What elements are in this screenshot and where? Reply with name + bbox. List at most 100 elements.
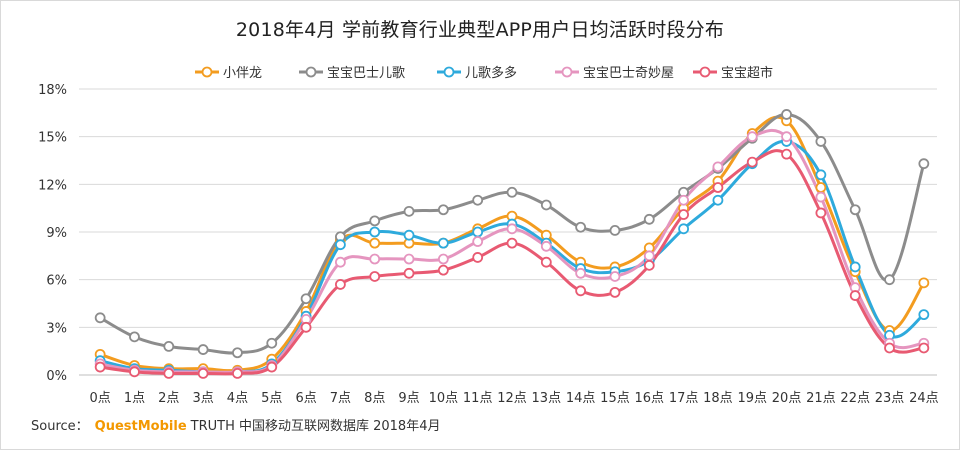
x-tick-label: 10点 [429, 391, 459, 406]
y-tick-label: 18% [38, 83, 67, 98]
series-line [99, 128, 925, 374]
x-tick-label: 24点 [909, 391, 939, 406]
data-point [884, 274, 895, 286]
data-point [678, 194, 689, 206]
x-tick-label: 3点 [192, 391, 213, 406]
data-point [472, 252, 484, 263]
data-point [746, 156, 758, 168]
x-tick-label: 14点 [566, 391, 596, 406]
data-point [437, 204, 449, 216]
x-tick-label: 20点 [772, 391, 802, 406]
source-brand: QuestMobile [94, 419, 187, 434]
x-tick-label: 17点 [669, 391, 699, 406]
data-point [575, 221, 587, 233]
x-tick-label: 16点 [635, 391, 665, 406]
y-tick-label: 0% [46, 369, 67, 384]
data-point [472, 226, 484, 238]
data-point [609, 286, 621, 298]
data-point [918, 342, 930, 354]
data-point [334, 279, 346, 290]
data-point [849, 204, 861, 216]
x-tick-label: 22点 [840, 391, 870, 406]
legend-label: 小伴龙 [223, 66, 262, 81]
data-point [403, 253, 415, 265]
data-point [540, 199, 552, 211]
data-point [506, 223, 518, 235]
data-point [369, 237, 381, 249]
data-point [403, 267, 415, 279]
data-point [300, 321, 312, 333]
data-point [472, 236, 484, 247]
data-point [815, 207, 827, 219]
data-point [540, 240, 552, 252]
data-point [849, 290, 861, 301]
x-tick-label: 0点 [90, 391, 111, 406]
x-tick-label: 7点 [330, 391, 351, 406]
x-tick-label: 12点 [497, 391, 527, 406]
data-point [369, 226, 381, 238]
x-tick-label: 2点 [158, 391, 179, 406]
data-point [403, 229, 415, 241]
source-suffix: TRUTH 中国移动互联网数据库 2018年4月 [190, 419, 441, 434]
data-point [506, 186, 518, 198]
series-line [99, 139, 925, 375]
x-tick-label: 18点 [703, 391, 733, 406]
data-point [472, 194, 484, 206]
data-point [781, 148, 792, 160]
data-point [678, 209, 689, 220]
legend-marker [443, 66, 455, 78]
legend-marker [699, 66, 711, 78]
data-point [266, 361, 278, 373]
x-tick-label: 6点 [295, 391, 316, 406]
data-point [815, 182, 827, 193]
legend-label: 宝宝巴士奇妙屋 [583, 65, 674, 81]
data-point [334, 239, 346, 251]
data-point [232, 368, 243, 379]
data-point [712, 194, 724, 206]
data-point [918, 277, 930, 289]
data-point [815, 136, 827, 147]
data-point [403, 205, 415, 217]
data-point [918, 158, 930, 170]
data-point [129, 331, 140, 343]
chart-title: 2018年4月 学前教育行业典型APP用户日均活跃时段分布 [235, 19, 725, 41]
data-point [781, 131, 792, 143]
data-point [163, 340, 175, 352]
source-prefix: Source： [31, 419, 89, 434]
x-tick-label: 9点 [398, 391, 419, 406]
data-point [815, 169, 827, 181]
data-point [643, 250, 655, 262]
data-point [369, 215, 381, 227]
x-tick-label: 1点 [124, 391, 145, 406]
data-point [197, 344, 209, 355]
data-point [918, 309, 930, 321]
y-tick-label: 6% [46, 274, 67, 289]
source-note: Source： QuestMobile TRUTH 中国移动互联网数据库 2018年… [31, 415, 440, 434]
data-point [300, 293, 312, 305]
data-point [575, 285, 587, 297]
x-tick-label: 23点 [875, 391, 905, 406]
data-point [609, 271, 621, 282]
data-point [506, 237, 518, 249]
data-point [849, 261, 861, 273]
data-point [609, 225, 621, 236]
data-point [369, 253, 381, 265]
x-tick-label: 21点 [806, 391, 836, 406]
x-tick-label: 13点 [532, 391, 562, 406]
data-point [643, 213, 655, 225]
data-point [746, 131, 758, 143]
data-point [437, 253, 449, 265]
y-tick-label: 9% [46, 226, 67, 241]
data-point [163, 368, 175, 379]
data-point [197, 368, 209, 379]
x-tick-label: 4点 [227, 391, 248, 406]
data-point [540, 256, 552, 268]
data-point [712, 182, 724, 193]
data-point [232, 347, 243, 359]
data-point [678, 223, 689, 235]
data-point [643, 259, 655, 271]
y-tick-label: 3% [46, 321, 67, 336]
legend-marker [561, 66, 573, 78]
